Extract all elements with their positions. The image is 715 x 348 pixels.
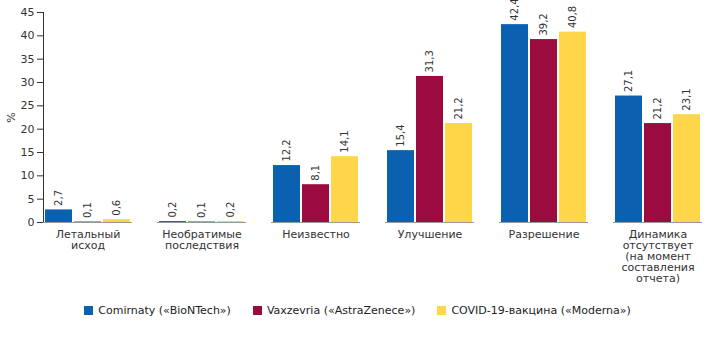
svg-text:20: 20 [21,123,35,136]
svg-text:10: 10 [21,169,35,182]
svg-text:5: 5 [28,193,35,206]
svg-text:15: 15 [21,146,35,159]
svg-text:40: 40 [21,29,35,42]
svg-text:12,2: 12,2 [281,139,292,161]
svg-text:Улучшение: Улучшение [398,228,463,241]
svg-text:Динамикаотсутствует(на моментс: Динамикаотсутствует(на моментсоставления… [621,228,694,285]
svg-text:Летальныйисход: Летальныйисход [56,228,121,252]
svg-text:2,7: 2,7 [53,190,64,206]
svg-text:27,1: 27,1 [623,70,634,92]
svg-text:21,2: 21,2 [652,97,663,119]
svg-text:0,2: 0,2 [167,202,178,218]
svg-text:35: 35 [21,53,35,66]
svg-text:45: 45 [21,6,35,19]
svg-text:0,1: 0,1 [82,202,93,218]
svg-text:23,1: 23,1 [681,88,692,110]
svg-text:42,4: 42,4 [509,0,520,21]
html-text:COVID-19-вакцина («Moderna»): COVID-19-вакцина («Moderna») [451,304,631,317]
svg-text:21,2: 21,2 [453,97,464,119]
html-text:Comirnaty («BioNTech»): Comirnaty («BioNTech») [98,304,231,317]
svg-text:Разрешение: Разрешение [509,228,580,241]
svg-text:0,1: 0,1 [196,202,207,218]
svg-text:8,1: 8,1 [310,165,321,181]
svg-text:%: % [5,112,18,122]
svg-text:0: 0 [28,216,35,229]
svg-text:Неизвестно: Неизвестно [282,228,350,241]
svg-text:39,2: 39,2 [538,13,549,35]
html-text:Vaxzevria («AstraZenece»): Vaxzevria («AstraZenece») [266,304,416,317]
svg-text:Необратимыепоследствия: Необратимыепоследствия [162,228,242,252]
svg-text:31,3: 31,3 [424,50,435,72]
svg-text:0,6: 0,6 [111,200,122,216]
svg-text:14,1: 14,1 [339,130,350,152]
svg-text:40,8: 40,8 [567,6,578,28]
svg-text:0,2: 0,2 [225,202,236,218]
svg-text:30: 30 [21,76,35,89]
svg-text:15,4: 15,4 [395,124,406,146]
svg-text:25: 25 [21,99,35,112]
